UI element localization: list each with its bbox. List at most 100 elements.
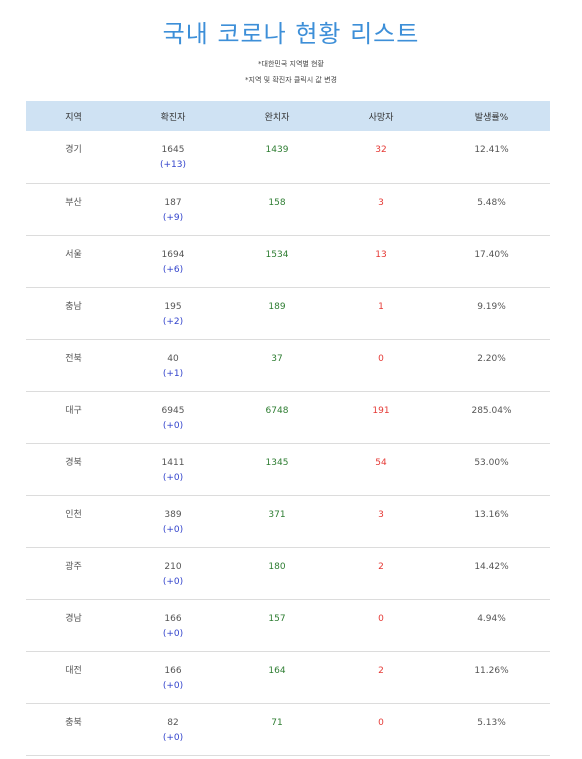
- confirmed-count[interactable]: 1411: [161, 457, 185, 468]
- confirmed-cell[interactable]: 187 (+9): [121, 183, 225, 235]
- recovered-cell: 37: [271, 353, 283, 364]
- confirmed-count[interactable]: 1694: [161, 249, 185, 260]
- confirmed-cell[interactable]: 389 (+0): [121, 495, 225, 547]
- deaths-cell: 191: [372, 405, 390, 416]
- confirmed-delta: (+0): [162, 524, 184, 535]
- rate-cell: 5.13%: [477, 717, 506, 728]
- region-cell[interactable]: 경북: [65, 457, 82, 468]
- region-cell[interactable]: 광주: [65, 561, 82, 572]
- region-cell[interactable]: 대구: [65, 405, 82, 416]
- confirmed-delta: (+0): [162, 576, 184, 587]
- deaths-cell: 1: [378, 301, 384, 312]
- rate-cell: 2.20%: [477, 353, 506, 364]
- column-header-deaths: 사망자: [368, 112, 394, 123]
- table-row: 대구 6945 (+0) 6748 191 285.04%: [26, 391, 550, 443]
- region-cell[interactable]: 서울: [65, 249, 82, 260]
- recovered-cell: 1534: [265, 249, 289, 260]
- deaths-cell: 2: [378, 561, 384, 572]
- confirmed-count[interactable]: 195: [164, 301, 182, 312]
- confirmed-cell[interactable]: 166 (+0): [121, 599, 225, 651]
- confirmed-delta: (+0): [162, 732, 184, 743]
- table-row: 서울 1694 (+6) 1534 13 17.40%: [26, 235, 550, 287]
- deaths-cell: 2: [378, 665, 384, 676]
- confirmed-delta: (+13): [159, 160, 186, 170]
- confirmed-count[interactable]: 166: [164, 665, 182, 676]
- region-cell[interactable]: 인천: [65, 509, 82, 520]
- status-table-container: 지역 확진자 완치자 사망자 발생률% 경기 1645 (+13) 1439 32 12.…: [26, 101, 550, 756]
- confirmed-cell[interactable]: 40 (+1): [121, 339, 225, 391]
- table-row: 부산 187 (+9) 158 3 5.48%: [26, 183, 550, 235]
- confirmed-count[interactable]: 82: [167, 717, 179, 728]
- confirmed-cell[interactable]: 210 (+0): [121, 547, 225, 599]
- table-row: 광주 210 (+0) 180 2 14.42%: [26, 547, 550, 599]
- confirmed-count[interactable]: 210: [164, 561, 182, 572]
- confirmed-cell[interactable]: 166 (+0): [121, 651, 225, 703]
- recovered-cell: 6748: [265, 405, 289, 416]
- column-header-recovered: 완치자: [264, 112, 290, 123]
- confirmed-count[interactable]: 1645: [161, 145, 185, 155]
- confirmed-cell[interactable]: 1645 (+13): [121, 131, 225, 183]
- recovered-cell: 1439: [265, 145, 289, 155]
- deaths-cell: 3: [378, 509, 384, 520]
- rate-cell: 14.42%: [474, 561, 509, 572]
- table-row: 전북 40 (+1) 37 0 2.20%: [26, 339, 550, 391]
- table-row: 인천 389 (+0) 371 3 13.16%: [26, 495, 550, 547]
- deaths-cell: 0: [378, 353, 384, 364]
- region-cell[interactable]: 충남: [65, 301, 82, 312]
- confirmed-count[interactable]: 389: [164, 509, 182, 520]
- status-table: 지역 확진자 완치자 사망자 발생률% 경기 1645 (+13) 1439 32 12.…: [26, 101, 550, 756]
- confirmed-count[interactable]: 187: [164, 197, 182, 208]
- region-cell[interactable]: 경기: [65, 145, 82, 155]
- table-row: 충남 195 (+2) 189 1 9.19%: [26, 287, 550, 339]
- rate-cell: 53.00%: [474, 457, 509, 468]
- rate-cell: 5.48%: [477, 197, 506, 208]
- confirmed-delta: (+1): [162, 368, 184, 379]
- confirmed-cell[interactable]: 195 (+2): [121, 287, 225, 339]
- recovered-cell: 158: [268, 197, 286, 208]
- confirmed-count[interactable]: 6945: [161, 405, 185, 416]
- recovered-cell: 164: [268, 665, 286, 676]
- notes: *대한민국 지역별 현황 *지역 및 확진자 클릭시 값 변경: [0, 56, 582, 88]
- rate-cell: 17.40%: [474, 249, 509, 260]
- confirmed-delta: (+6): [162, 264, 184, 275]
- rate-cell: 4.94%: [477, 613, 506, 624]
- table-body: 경기 1645 (+13) 1439 32 12.41% 부산 187 (+9) 158 3 5.48…: [26, 131, 550, 755]
- table-row: 경기 1645 (+13) 1439 32 12.41%: [26, 131, 550, 183]
- confirmed-cell[interactable]: 1411 (+0): [121, 443, 225, 495]
- deaths-cell: 32: [375, 145, 387, 155]
- region-cell[interactable]: 부산: [65, 197, 82, 208]
- column-header-rate: 발생률%: [474, 112, 509, 123]
- deaths-cell: 0: [378, 613, 384, 624]
- confirmed-count[interactable]: 166: [164, 613, 182, 624]
- deaths-cell: 0: [378, 717, 384, 728]
- page-title: 국내 코로나 현황 리스트: [162, 20, 420, 48]
- deaths-cell: 3: [378, 197, 384, 208]
- confirmed-count[interactable]: 40: [167, 353, 179, 364]
- confirmed-cell[interactable]: 6945 (+0): [121, 391, 225, 443]
- recovered-cell: 71: [271, 717, 283, 728]
- table-row: 대전 166 (+0) 164 2 11.26%: [26, 651, 550, 703]
- confirmed-delta: (+9): [162, 212, 184, 223]
- confirmed-cell[interactable]: 1694 (+6): [121, 235, 225, 287]
- table-row: 경북 1411 (+0) 1345 54 53.00%: [26, 443, 550, 495]
- confirmed-delta: (+2): [162, 316, 184, 327]
- rate-cell: 12.41%: [474, 145, 509, 155]
- confirmed-delta: (+0): [162, 420, 184, 431]
- recovered-cell: 180: [268, 561, 286, 572]
- region-cell[interactable]: 충북: [65, 717, 82, 728]
- recovered-cell: 157: [268, 613, 286, 624]
- region-cell[interactable]: 전북: [65, 353, 82, 364]
- column-header-region: 지역: [65, 112, 82, 123]
- region-cell[interactable]: 대전: [65, 665, 82, 676]
- confirmed-cell[interactable]: 82 (+0): [121, 703, 225, 755]
- region-cell[interactable]: 경남: [65, 613, 82, 624]
- note-line: *지역 및 확진자 클릭시 값 변경: [245, 76, 337, 84]
- note-line: *대한민국 지역별 현황: [258, 60, 324, 68]
- confirmed-delta: (+0): [162, 628, 184, 639]
- table-row: 경남 166 (+0) 157 0 4.94%: [26, 599, 550, 651]
- deaths-cell: 13: [375, 249, 387, 260]
- deaths-cell: 54: [375, 457, 387, 468]
- rate-cell: 9.19%: [477, 301, 506, 312]
- recovered-cell: 1345: [265, 457, 289, 468]
- confirmed-delta: (+0): [162, 472, 184, 483]
